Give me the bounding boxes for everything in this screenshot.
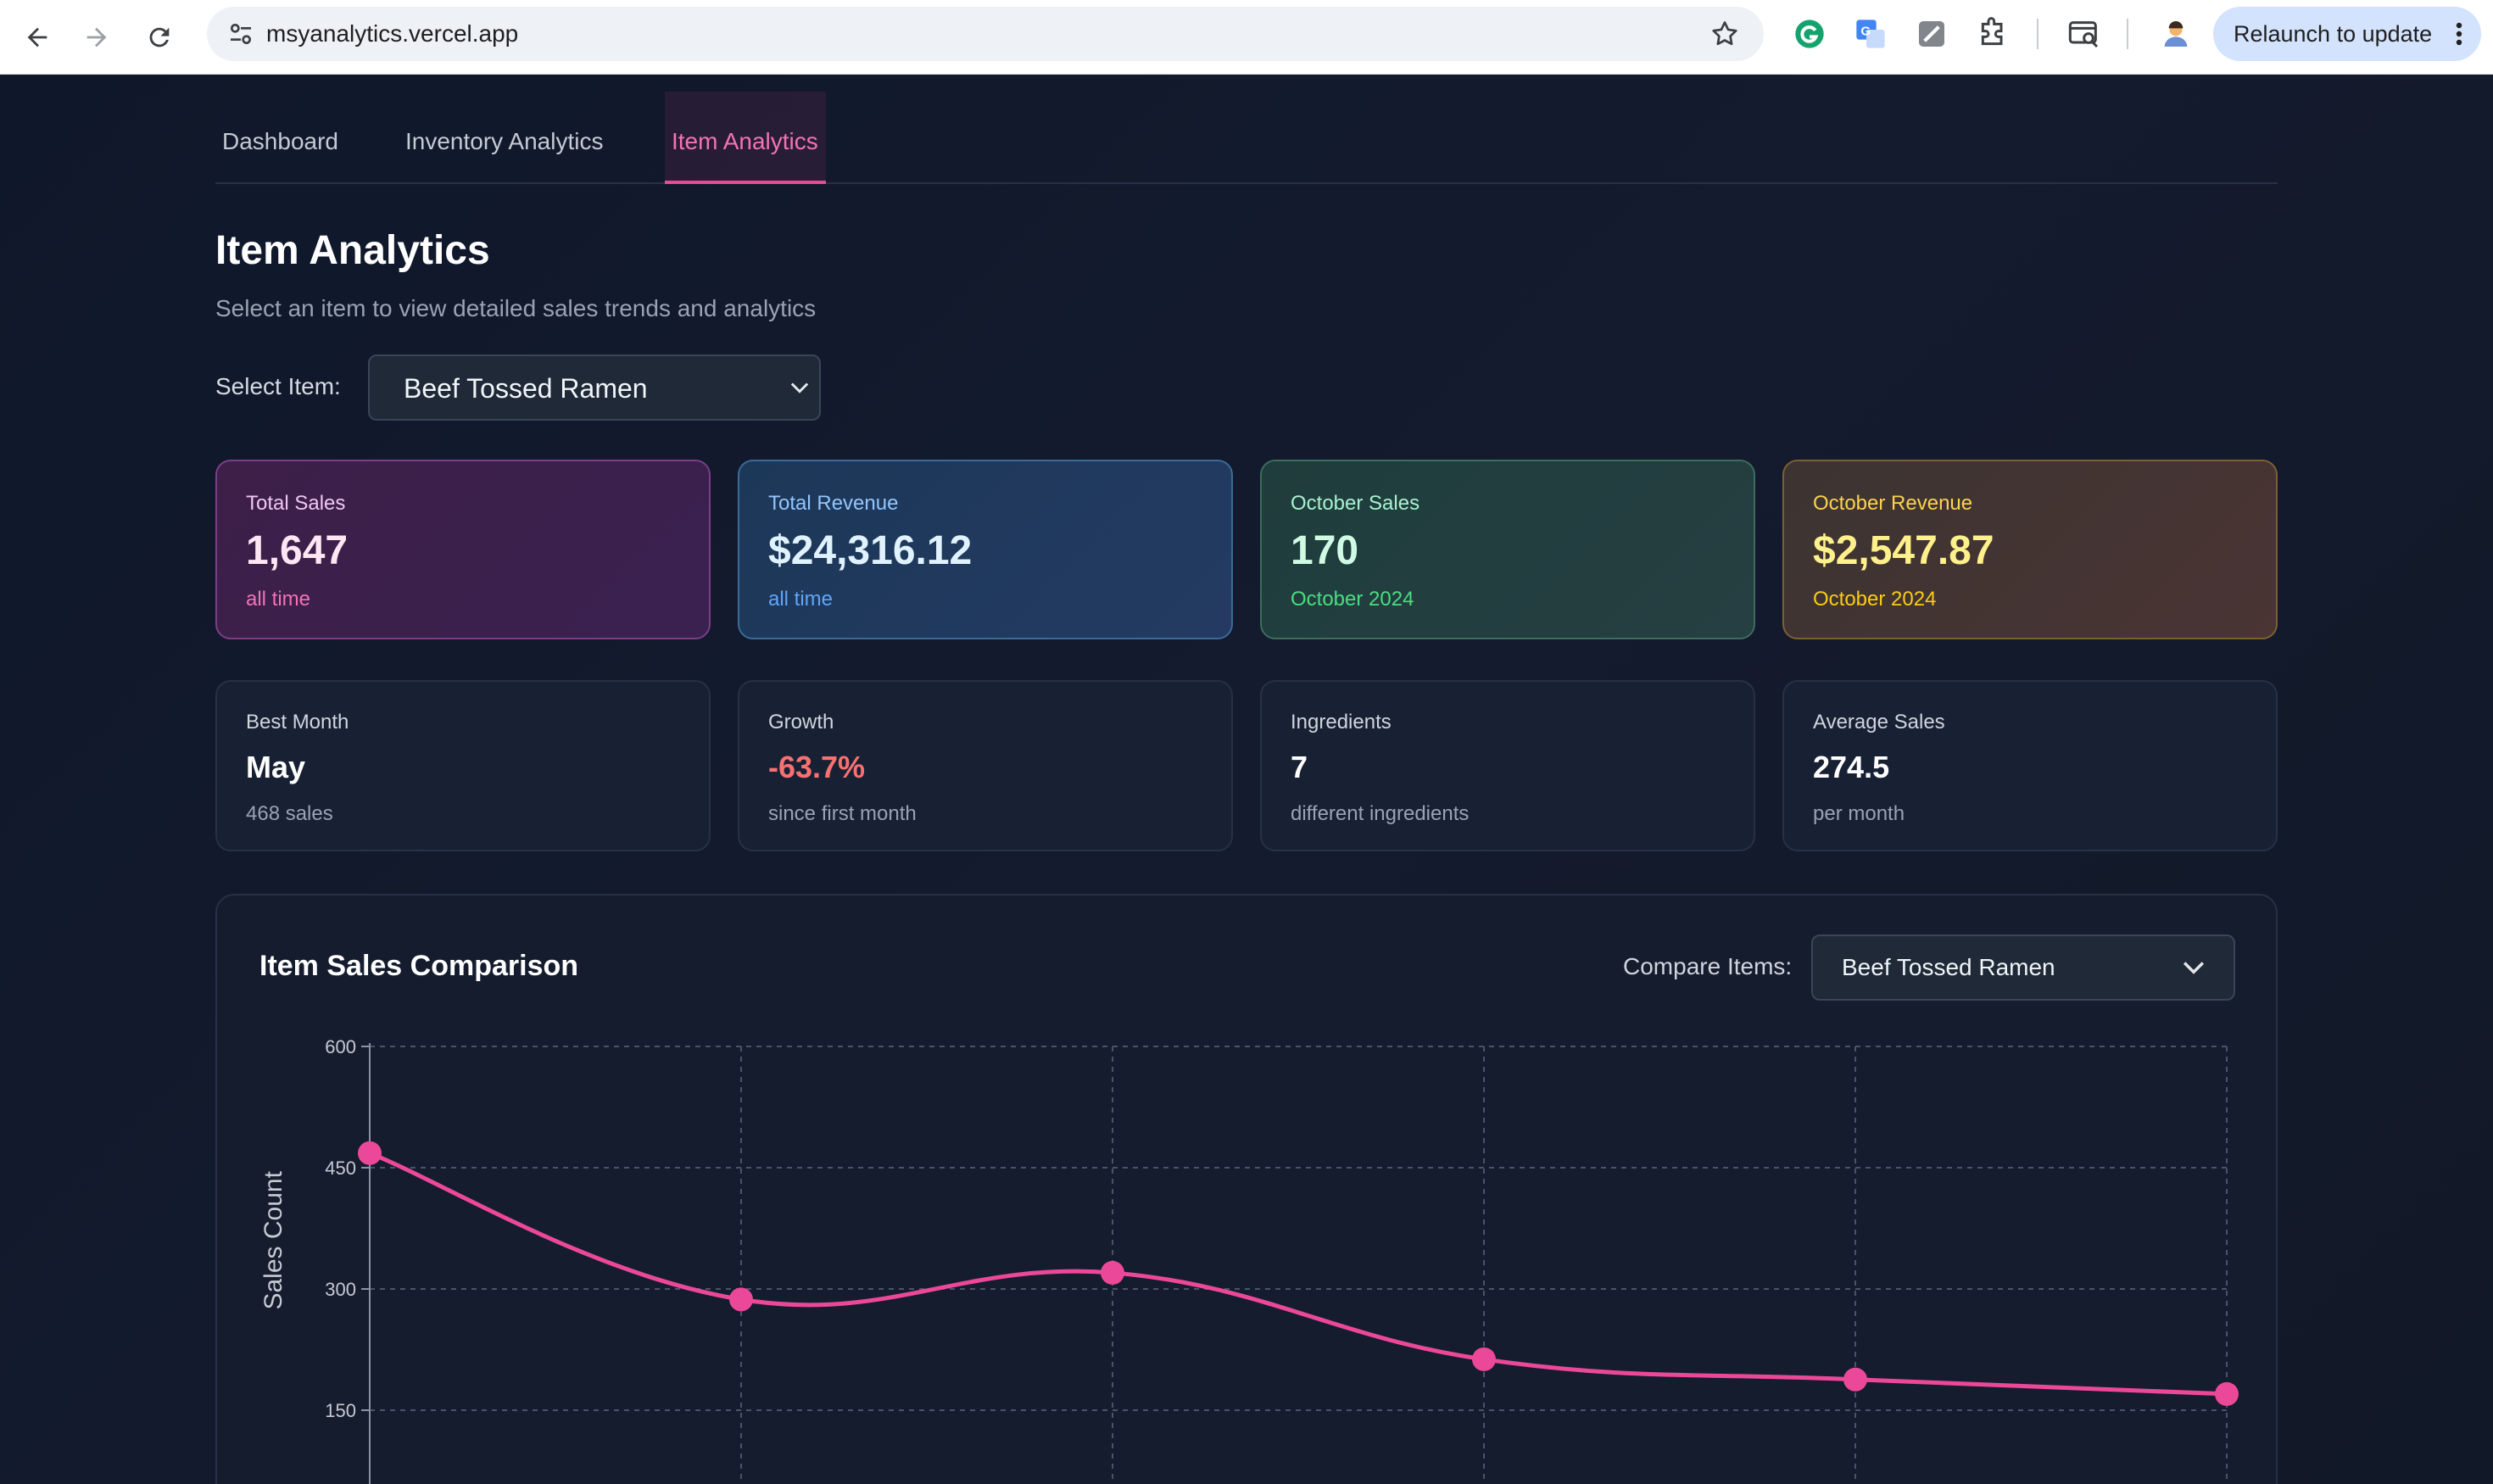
address-bar[interactable]: msyanalytics.vercel.app [207, 7, 1764, 61]
compare-items-value: Beef Tossed Ramen [1842, 954, 2055, 980]
data-point [1472, 1347, 1496, 1371]
stat-label: Average Sales [1813, 711, 1945, 734]
stat-sub: since first month [768, 802, 917, 825]
series-line [369, 1151, 2228, 1397]
chevron-down-icon [2183, 962, 2205, 974]
app-root: Dashboard Inventory Analytics Item Analy… [0, 75, 2493, 1484]
card-sub: October 2024 [1813, 588, 1937, 611]
data-point [1843, 1367, 1867, 1392]
stat-label: Best Month [246, 711, 349, 734]
stat-value: 274.5 [1813, 750, 1890, 784]
october-sales-card: October Sales 170 October 2024 [1260, 460, 1755, 639]
stat-label: Growth [768, 711, 834, 734]
more-menu-icon [2456, 22, 2462, 46]
item-select-dropdown[interactable]: Beef Tossed Ramen [368, 354, 821, 421]
url-text[interactable]: msyanalytics.vercel.app [266, 20, 519, 47]
stat-sub: per month [1813, 802, 1905, 825]
stat-sub: 468 sales [246, 802, 333, 825]
reload-icon [149, 27, 170, 47]
bookmark-star-icon[interactable] [1709, 19, 1740, 49]
stat-value: May [246, 750, 306, 784]
y-tick-label: 600 [325, 1036, 356, 1057]
card-label: Total Sales [246, 492, 346, 515]
data-point [1101, 1260, 1124, 1285]
average-sales-card: Average Sales 274.5 per month [1782, 680, 2278, 851]
arrow-right-icon [86, 27, 107, 47]
card-sub: October 2024 [1291, 588, 1414, 611]
data-point [729, 1287, 753, 1312]
item-sales-comparison-panel: Item Sales Comparison Compare Items: Bee… [215, 894, 2278, 1484]
compare-items-dropdown[interactable]: Beef Tossed Ramen [1811, 934, 2235, 1001]
profile-avatar-icon[interactable] [2159, 17, 2193, 51]
stat-value: 7 [1291, 750, 1308, 784]
select-item-label: Select Item: [215, 373, 341, 399]
relaunch-label: Relaunch to update [2234, 21, 2433, 47]
tab-search-icon[interactable] [2067, 17, 2101, 51]
browser-toolbar: msyanalytics.vercel.app G Relaunch to up… [0, 0, 2493, 75]
card-label: October Revenue [1813, 492, 1973, 515]
data-point [358, 1141, 382, 1165]
page-title: Item Analytics [215, 228, 490, 273]
y-tick-label: 150 [325, 1400, 356, 1421]
page-subtitle: Select an item to view detailed sales tr… [215, 295, 817, 321]
top-tabs: Dashboard Inventory Analytics Item Analy… [215, 75, 2278, 184]
toolbar-divider [2127, 19, 2128, 49]
data-point [2215, 1381, 2239, 1406]
reload-button[interactable] [139, 17, 180, 58]
grammarly-extension-icon[interactable] [1793, 17, 1827, 51]
total-revenue-card: Total Revenue $24,316.12 all time [738, 460, 1233, 639]
back-button[interactable] [17, 17, 58, 58]
card-value: $24,316.12 [768, 528, 973, 573]
forward-button[interactable] [76, 17, 117, 58]
total-sales-card: Total Sales 1,647 all time [215, 460, 711, 639]
card-value: $2,547.87 [1813, 528, 1994, 573]
notes-extension-icon[interactable] [1915, 17, 1949, 51]
arrow-left-icon [27, 27, 47, 47]
svg-text:G: G [1860, 25, 1871, 39]
stat-label: Ingredients [1291, 711, 1392, 734]
tab-dashboard[interactable]: Dashboard [222, 128, 338, 154]
item-select-value: Beef Tossed Ramen [404, 373, 648, 404]
extensions-puzzle-icon[interactable] [1976, 17, 2010, 51]
stat-sub: different ingredients [1291, 802, 1470, 825]
card-sub: all time [768, 588, 834, 611]
sales-line-chart: 150 300 450 600 Sales Count [259, 1036, 2239, 1484]
compare-items-label: Compare Items: [1623, 953, 1793, 979]
card-label: October Sales [1291, 492, 1420, 515]
tab-item-analytics[interactable]: Item Analytics [665, 92, 826, 184]
card-value: 1,647 [246, 528, 349, 573]
chart-title: Item Sales Comparison [259, 950, 579, 982]
card-label: Total Revenue [768, 492, 899, 515]
growth-card: Growth -63.7% since first month [738, 680, 1233, 851]
toolbar-divider [2037, 19, 2038, 49]
card-value: 170 [1291, 528, 1359, 573]
y-tick-label: 450 [325, 1158, 356, 1179]
chevron-down-icon [790, 382, 809, 393]
tab-inventory-analytics[interactable]: Inventory Analytics [405, 128, 604, 154]
translate-extension-icon[interactable]: G [1854, 17, 1888, 51]
ingredients-card: Ingredients 7 different ingredients [1260, 680, 1755, 851]
october-revenue-card: October Revenue $2,547.87 October 2024 [1782, 460, 2278, 639]
relaunch-update-button[interactable]: Relaunch to update [2213, 7, 2481, 61]
y-tick-label: 300 [325, 1279, 356, 1300]
site-settings-icon[interactable] [227, 20, 254, 47]
stat-value: -63.7% [768, 750, 866, 784]
best-month-card: Best Month May 468 sales [215, 680, 711, 851]
y-axis-label: Sales Count [259, 1170, 287, 1309]
card-sub: all time [246, 588, 311, 611]
